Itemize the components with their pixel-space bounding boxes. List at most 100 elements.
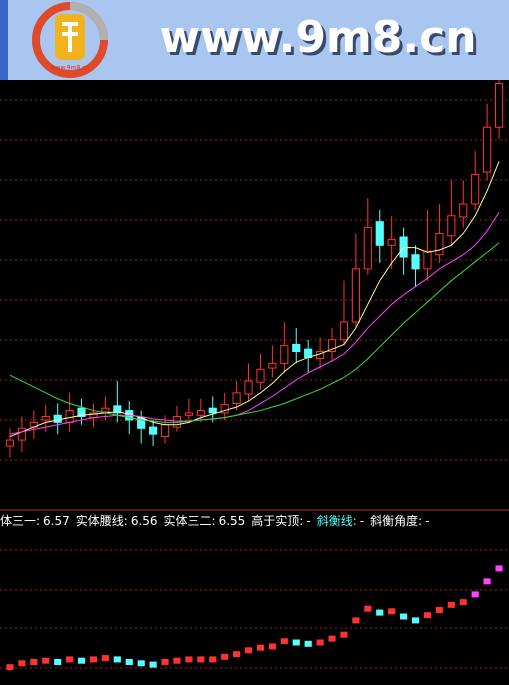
candle-body xyxy=(483,126,492,173)
candle-body xyxy=(411,254,420,270)
indicator-marker xyxy=(292,639,300,646)
candle-body xyxy=(149,426,158,435)
indicator-marker xyxy=(42,657,50,664)
indicator-marker xyxy=(495,565,503,572)
candle-body xyxy=(53,414,62,423)
indicator-marker xyxy=(173,657,181,664)
indicator-marker xyxy=(304,640,312,647)
candle-body xyxy=(387,238,396,246)
grid xyxy=(0,99,509,669)
indicator-value: 6.56 xyxy=(131,514,158,528)
candle-body xyxy=(220,404,229,414)
candle-body xyxy=(160,424,170,438)
candle-body xyxy=(77,407,86,417)
indicator-marker xyxy=(161,659,169,665)
indicator-marker xyxy=(471,591,479,598)
indicator-value: 6.55 xyxy=(219,514,246,528)
indicator-name: 斜衡角度: xyxy=(370,513,422,528)
indicator-marker xyxy=(447,601,455,608)
indicator-marker xyxy=(77,657,86,664)
candle-body xyxy=(280,345,289,364)
logo-caption: www.9m8.cn xyxy=(51,65,90,72)
watermark: www.9m8.cn xyxy=(159,12,476,63)
indicator-marker xyxy=(221,653,229,660)
candle-body xyxy=(459,203,468,218)
indicator-marker xyxy=(30,659,38,665)
candle-body xyxy=(17,427,26,441)
indicator-name: 体三一: xyxy=(0,514,40,528)
indicator-marker xyxy=(268,643,276,650)
indicator-name: 实体三二: xyxy=(164,513,216,528)
candle-body xyxy=(65,410,74,423)
indicator-panel xyxy=(6,565,503,671)
indicator-marker xyxy=(89,656,98,663)
indicator-marker xyxy=(352,617,360,624)
candle-body xyxy=(351,268,360,323)
price-panel xyxy=(5,80,504,458)
indicator-value: - xyxy=(306,514,310,528)
candle-body xyxy=(101,407,110,413)
candle-body xyxy=(5,439,15,447)
indicator-marker xyxy=(209,656,217,663)
candle-body xyxy=(113,405,122,414)
indicator-value: 6.57 xyxy=(43,514,70,528)
indicator-marker xyxy=(233,651,241,658)
candle-body xyxy=(339,321,349,341)
indicator-marker xyxy=(400,613,408,620)
indicator-value: - xyxy=(360,514,364,528)
indicator-marker xyxy=(483,578,491,585)
indicator-marker xyxy=(411,617,420,624)
indicator-marker xyxy=(280,638,288,645)
indicator-marker xyxy=(376,609,384,616)
indicator-legend: 体三一: 6.57 实体腰线: 6.56 实体三二: 6.55 高于实顶: - 斜衡线: - 斜衡角… xyxy=(0,513,429,528)
indicator-name: 实体腰线: xyxy=(76,513,128,528)
candle-body xyxy=(435,232,444,256)
candle-body xyxy=(292,343,301,353)
candle-body xyxy=(41,415,50,421)
indicator-marker xyxy=(328,635,336,642)
moving-average xyxy=(9,211,500,435)
indicator-marker xyxy=(54,659,62,665)
indicator-marker xyxy=(6,664,14,671)
watermark-shadow: www.9m8.cn xyxy=(162,15,479,66)
indicator-marker xyxy=(435,607,443,613)
indicator-marker xyxy=(66,656,74,663)
candle-body xyxy=(375,221,384,246)
candle-body xyxy=(244,380,253,395)
indicator-marker xyxy=(388,608,396,615)
indicator-marker xyxy=(149,661,157,668)
indicator-marker xyxy=(197,656,205,663)
moving-average xyxy=(9,161,500,437)
indicator-marker xyxy=(18,660,26,667)
header: www.9m8.cn www.9m8.cn www.9m8.cn xyxy=(0,0,509,80)
indicator-marker xyxy=(101,655,109,662)
indicator-name: 高于实顶: xyxy=(251,513,303,528)
candle-body xyxy=(184,412,193,416)
indicator-marker xyxy=(423,612,432,619)
candle-body xyxy=(268,362,277,369)
candle-body xyxy=(399,236,408,258)
indicator-marker xyxy=(125,659,133,665)
candle-body xyxy=(196,410,205,416)
indicator-marker xyxy=(244,647,253,654)
indicator-marker xyxy=(364,605,372,612)
indicator-marker xyxy=(316,639,324,646)
candle-body xyxy=(447,215,456,237)
indicator-marker xyxy=(137,660,145,667)
candle-body xyxy=(494,83,504,128)
indicator-marker xyxy=(185,656,193,663)
candle-body xyxy=(471,173,480,205)
candle-body xyxy=(256,368,265,383)
candle-body xyxy=(423,250,432,270)
moving-average xyxy=(9,242,500,423)
indicator-marker xyxy=(340,631,348,638)
indicator-marker xyxy=(459,599,467,606)
candle-body xyxy=(363,227,372,270)
candle-body xyxy=(232,392,241,404)
indicator-marker xyxy=(256,644,265,651)
indicator-value: - xyxy=(425,514,429,528)
indicator-marker xyxy=(113,656,121,663)
